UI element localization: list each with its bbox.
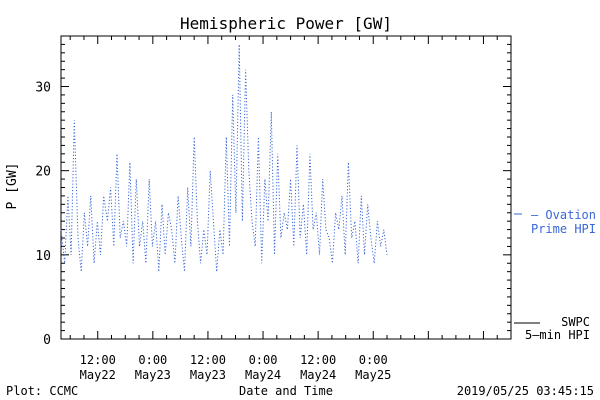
plot-timestamp: 2019/05/25 03:45:15 — [457, 384, 594, 398]
x-tick-label-date: May22 — [80, 368, 116, 382]
chart-title: Hemispheric Power [GW] — [180, 14, 392, 33]
x-tick-label-time: 0:00 — [138, 353, 167, 367]
x-tick-label-time: 12:00 — [300, 353, 336, 367]
x-tick-label-date: May23 — [190, 368, 226, 382]
x-axis: 12:00May220:00May2312:00May230:00May2412… — [69, 36, 512, 382]
x-tick-label-date: May24 — [300, 368, 336, 382]
ovation-prime-line — [60, 44, 388, 272]
legend-swpc-label: 5—min HPI — [525, 328, 590, 342]
x-tick-label-date: May24 — [245, 368, 281, 382]
legend-swpc-label: SWPC — [561, 315, 590, 329]
plot-frame — [60, 35, 512, 340]
y-tick-label: 0 — [43, 333, 51, 348]
x-tick-label-time: 12:00 — [190, 353, 226, 367]
legend-ovation-label: Prime HPI — [531, 222, 596, 236]
x-tick-label-time: 0:00 — [249, 353, 278, 367]
y-axis: 0 10 20 30 — [35, 35, 511, 348]
y-tick-label: 10 — [35, 249, 51, 264]
y-axis-label: P [GW] — [5, 163, 20, 210]
x-tick-label-time: 0:00 — [359, 353, 388, 367]
x-tick-label-time: 12:00 — [80, 353, 116, 367]
x-tick-label-date: May25 — [355, 368, 391, 382]
x-axis-label: Date and Time — [239, 384, 333, 398]
x-tick-label-date: May23 — [135, 368, 171, 382]
legend-ovation-label: — Ovation — [531, 208, 596, 222]
y-tick-label: 30 — [35, 81, 51, 96]
plot-credit: Plot: CCMC — [6, 384, 78, 398]
y-tick-label: 20 — [35, 165, 51, 180]
series-layer — [60, 44, 388, 272]
